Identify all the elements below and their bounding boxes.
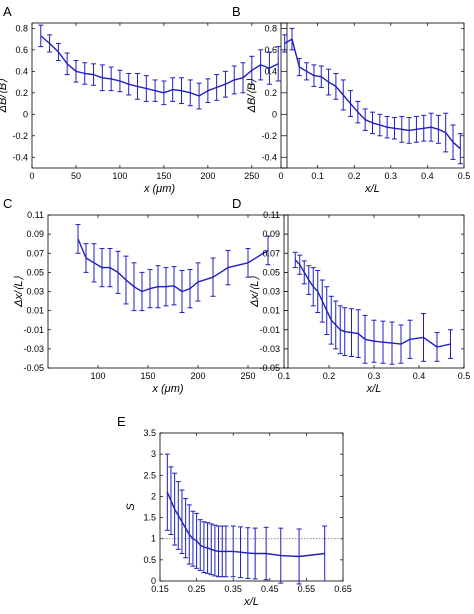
y-tick-label: 0.07 xyxy=(26,248,44,258)
y-tick-label: 3 xyxy=(151,449,156,459)
x-axis-label: x/L xyxy=(366,383,382,395)
chart-panel-e: E 0.15 0.25 0.35 0.45 0.55 0.65 0 0.5 1 1.5 2 2.5 3 3.… xyxy=(117,414,352,608)
x-tick-label: 0 xyxy=(278,171,283,181)
chart-panel-d: D 0.1 0.2 0.3 0.4 0.5 -0.05 -0.03 -0.01 0.01 0.03 0… xyxy=(232,196,470,395)
series-line xyxy=(166,491,325,558)
y-tick-label: 0.03 xyxy=(26,287,44,297)
series-line xyxy=(294,259,451,348)
panel-label: A xyxy=(3,4,12,19)
y-tick-label: 0.8 xyxy=(264,23,277,33)
y-tick-label: 2 xyxy=(151,491,156,501)
x-tick-label: 0.25 xyxy=(188,584,206,594)
y-tick-label: -0.4 xyxy=(12,152,28,162)
y-tick-label: 0.11 xyxy=(27,210,44,220)
y-tick-label: 0.05 xyxy=(26,267,44,277)
y-tick-label: 0.09 xyxy=(26,229,44,239)
x-tick-label: 0.4 xyxy=(413,371,426,381)
x-tick-label: 0.4 xyxy=(421,171,434,181)
x-axis-label: x (μm) xyxy=(143,183,175,195)
x-tick-label: 0.2 xyxy=(323,371,336,381)
plot-frame xyxy=(31,22,288,169)
y-tick-label: -0.2 xyxy=(261,131,277,141)
y-axis-label: ΔB/⟨B⟩ xyxy=(246,78,258,113)
y-tick-label: 2.5 xyxy=(143,470,156,480)
y-tick-label: -0.03 xyxy=(23,344,44,354)
x-tick-label: 0.3 xyxy=(368,371,381,381)
x-tick-label: 0.55 xyxy=(298,584,316,594)
x-axis-label: x/L xyxy=(364,183,380,195)
panel-label: E xyxy=(117,414,126,429)
x-tick-label: 200 xyxy=(200,171,215,181)
x-tick-label: 0.15 xyxy=(151,584,169,594)
y-tick-label: -0.05 xyxy=(259,363,280,373)
x-tick-label: 0.35 xyxy=(224,584,242,594)
y-tick-label: 0.4 xyxy=(264,66,277,76)
x-tick-label: 100 xyxy=(90,371,105,381)
y-tick-label: 1.5 xyxy=(143,513,156,523)
x-tick-label: 150 xyxy=(140,371,155,381)
chart-panel-a: A0 50 100 150 200 250-0.4-0.200.20.40.60.8x (… xyxy=(0,4,288,195)
panel-label: D xyxy=(232,196,241,211)
y-axis-label: Δx/⟨L⟩ xyxy=(13,275,25,307)
y-axis-label: ΔB/⟨B⟩ xyxy=(0,78,9,113)
y-tick-label: 0 xyxy=(151,576,156,586)
y-tick-label: 0 xyxy=(272,109,277,119)
y-tick-label: 0.01 xyxy=(262,306,280,316)
plot-frame xyxy=(280,22,465,169)
y-tick-label: 0.5 xyxy=(143,555,156,565)
plot-frame xyxy=(159,432,344,582)
x-tick-label: 0 xyxy=(29,171,34,181)
y-tick-label: -0.01 xyxy=(23,325,44,335)
y-tick-label: 0.07 xyxy=(262,248,280,258)
x-tick-label: 250 xyxy=(244,171,259,181)
y-tick-label: 0.4 xyxy=(15,66,28,76)
y-tick-label: 0 xyxy=(23,109,28,119)
y-tick-label: -0.03 xyxy=(259,344,280,354)
x-tick-label: 250 xyxy=(240,371,255,381)
y-tick-label: 0.2 xyxy=(15,88,28,98)
y-tick-label: 3.5 xyxy=(143,428,156,438)
x-tick-label: 0.45 xyxy=(261,584,279,594)
chart-panel-c: C 100 150 200 250 -0.05 -0.03 -0.01 0.01 0.03 0.05… xyxy=(3,196,289,395)
panel-label: B xyxy=(232,4,241,19)
x-tick-label: 150 xyxy=(156,171,171,181)
x-tick-label: 50 xyxy=(71,171,81,181)
y-axis-label: Δx/⟨L⟩ xyxy=(249,275,261,307)
y-tick-label: 0.6 xyxy=(264,45,277,55)
x-tick-label: 0.5 xyxy=(458,371,471,381)
y-tick-label: 0.03 xyxy=(262,287,280,297)
y-tick-label: -0.05 xyxy=(23,363,44,373)
y-axis-label: S xyxy=(125,503,137,511)
y-tick-label: 0.05 xyxy=(262,267,280,277)
series-line xyxy=(77,238,269,293)
x-axis-label: x/L xyxy=(243,596,259,608)
y-tick-label: 1 xyxy=(151,534,156,544)
y-tick-label: 0.6 xyxy=(15,45,28,55)
x-tick-label: 200 xyxy=(190,371,205,381)
series-line xyxy=(284,38,461,150)
y-tick-label: -0.01 xyxy=(259,325,280,335)
y-tick-label: -0.2 xyxy=(12,131,28,141)
x-tick-label: 0.1 xyxy=(278,371,291,381)
chart-panel-b: B 0 0.1 0.2 0.3 0.4 0.5 -0.4 -0.2 0 0.2 0.4 0.6 0.8 x/… xyxy=(232,4,470,195)
y-tick-label: -0.4 xyxy=(261,152,277,162)
x-tick-label: 0.1 xyxy=(311,171,324,181)
x-tick-label: 0.5 xyxy=(458,171,471,181)
y-tick-label: 0.8 xyxy=(15,23,28,33)
x-tick-label: 0.3 xyxy=(385,171,398,181)
series-line xyxy=(40,35,279,97)
y-tick-label: 0.2 xyxy=(264,88,277,98)
panel-label: C xyxy=(3,196,12,211)
x-tick-label: 0.2 xyxy=(348,171,361,181)
y-tick-label: 0.09 xyxy=(262,229,280,239)
x-tick-label: 0.65 xyxy=(334,584,352,594)
y-tick-label: 0.01 xyxy=(26,306,44,316)
x-axis-label: x (μm) xyxy=(151,383,183,395)
y-tick-label: 0.11 xyxy=(263,210,280,220)
x-tick-label: 100 xyxy=(112,171,127,181)
